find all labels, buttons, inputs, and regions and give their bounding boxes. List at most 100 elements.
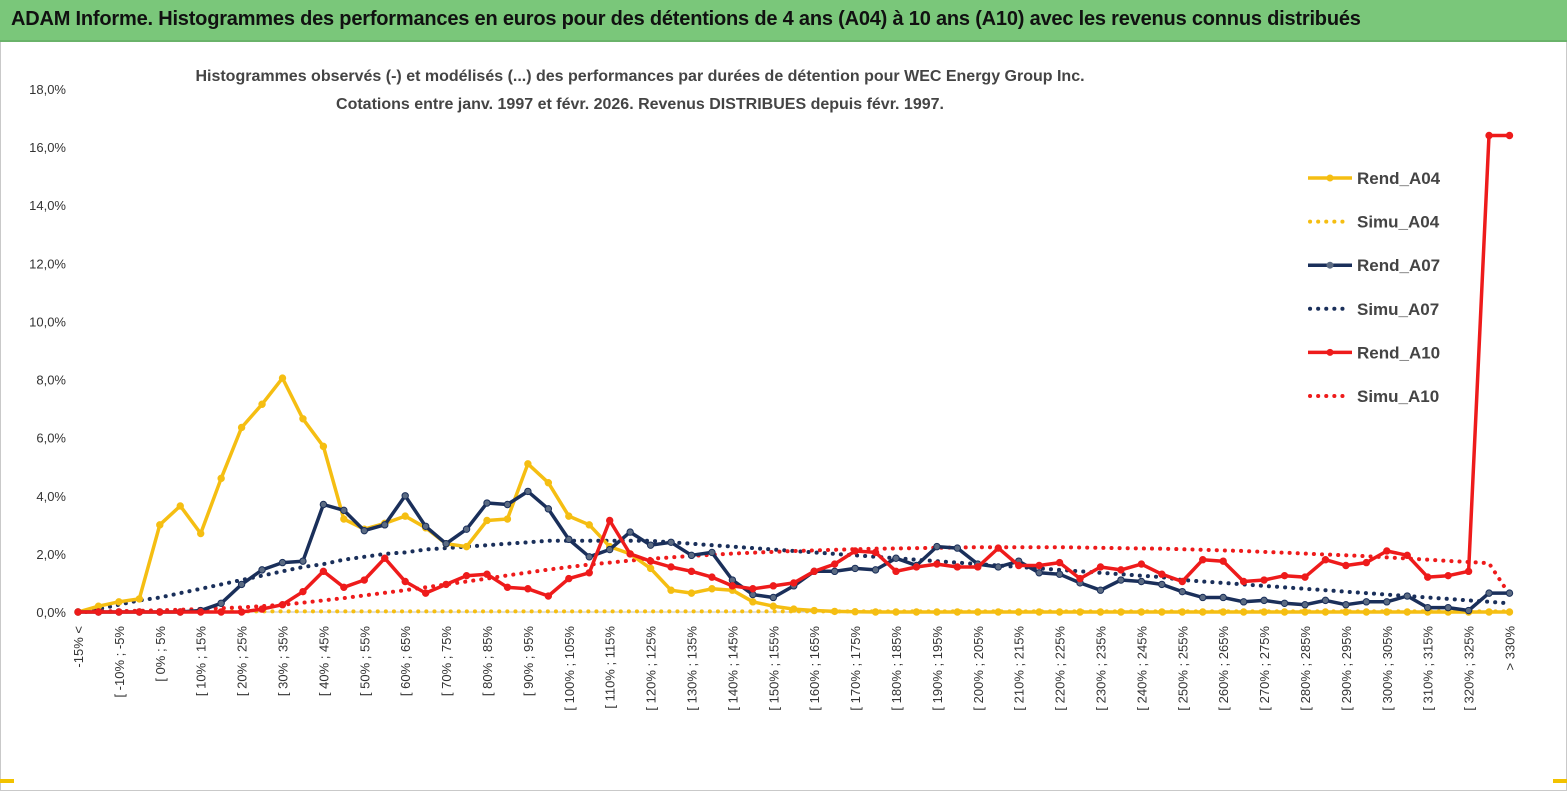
data-point <box>994 563 1002 571</box>
data-point <box>1383 598 1391 606</box>
data-point <box>1383 608 1391 616</box>
data-point <box>524 585 532 593</box>
data-point <box>1096 586 1105 594</box>
data-point <box>565 512 573 520</box>
data-point <box>1280 608 1289 616</box>
data-point <box>237 608 246 616</box>
data-point <box>421 589 430 597</box>
data-point <box>278 374 287 382</box>
x-tick-label: -15% < <box>71 626 86 668</box>
data-point <box>790 605 798 613</box>
header-bar: ADAM Informe. Histogrammes des performan… <box>0 0 1567 42</box>
data-point <box>687 567 696 576</box>
x-tick-label: [ 140% ; 145% <box>725 626 740 711</box>
data-point <box>278 601 287 609</box>
data-point <box>483 516 491 525</box>
data-point <box>258 400 266 408</box>
data-point <box>728 582 737 590</box>
data-point <box>176 608 184 616</box>
y-tick-label: 16,0% <box>29 140 66 155</box>
legend-item: Simu_A10 <box>1308 387 1439 406</box>
x-tick-label: [ 40% ; 45% <box>316 626 331 697</box>
data-point <box>1403 608 1411 616</box>
x-tick-label: [ 280% ; 285% <box>1298 626 1313 711</box>
data-point <box>503 583 512 592</box>
data-point <box>258 605 266 613</box>
data-point <box>871 548 880 557</box>
data-point <box>1199 593 1207 602</box>
data-point <box>156 608 164 616</box>
x-tick-label: [ 250% ; 255% <box>1175 626 1190 711</box>
legend-marker <box>1326 348 1334 356</box>
x-tick-label: [ 230% ; 235% <box>1094 626 1109 711</box>
data-point <box>1260 576 1268 584</box>
series-Simu_A10 <box>76 545 1512 614</box>
data-point <box>1444 571 1452 580</box>
data-point <box>1035 561 1043 570</box>
x-tick-label: [ 160% ; 165% <box>807 626 822 711</box>
data-point <box>483 570 491 578</box>
x-tick-label: [ 170% ; 175% <box>848 626 863 711</box>
corner-mark <box>0 779 14 783</box>
data-point <box>687 551 696 560</box>
data-point <box>1403 592 1411 600</box>
data-point <box>360 526 368 535</box>
data-point <box>1096 608 1105 616</box>
legend-item: Simu_A07 <box>1308 300 1439 319</box>
data-point <box>401 512 409 520</box>
data-point <box>769 602 777 610</box>
series-Rend_A10 <box>74 131 1514 616</box>
data-point <box>708 585 716 593</box>
data-point <box>1505 589 1514 597</box>
data-point <box>1424 573 1432 581</box>
data-point <box>1383 547 1391 555</box>
legend-label: Rend_A10 <box>1357 343 1440 362</box>
data-point <box>851 564 859 573</box>
data-point <box>1055 558 1064 567</box>
data-point <box>299 557 307 565</box>
data-point <box>544 505 553 513</box>
data-point <box>237 580 246 589</box>
x-tick-label: [ 290% ; 295% <box>1339 626 1354 711</box>
data-point <box>1199 556 1207 564</box>
x-tick-label: [ -10% ; -5% <box>112 626 127 698</box>
legend-item: Rend_A10 <box>1308 343 1440 362</box>
data-point <box>258 566 266 574</box>
data-point <box>462 571 471 580</box>
x-tick-label: [ 220% ; 225% <box>1053 626 1068 711</box>
legend-label: Rend_A07 <box>1357 256 1440 275</box>
chart-title-box <box>155 62 1130 120</box>
data-point <box>626 550 634 558</box>
data-point <box>708 548 716 557</box>
data-point <box>319 567 328 576</box>
data-point <box>892 567 900 576</box>
data-point <box>1158 580 1166 589</box>
data-point <box>1280 599 1289 607</box>
chart-title: Histogrammes observés (-) et modélisés (… <box>195 68 1084 85</box>
data-point <box>1239 608 1248 616</box>
data-point <box>667 538 675 546</box>
data-point <box>769 582 777 590</box>
data-point <box>1485 589 1493 597</box>
y-tick-label: 6,0% <box>36 431 66 446</box>
data-point <box>667 563 675 571</box>
data-point <box>1321 596 1330 605</box>
data-point <box>1342 608 1350 616</box>
data-point <box>1505 608 1514 616</box>
data-point <box>851 608 859 616</box>
x-tick-label: [ 180% ; 185% <box>889 626 904 711</box>
data-point <box>462 542 471 551</box>
legend-item: Rend_A04 <box>1308 169 1441 188</box>
x-tick-label: [ 110% ; 115% <box>603 626 618 709</box>
data-point <box>1403 551 1411 560</box>
data-point <box>912 608 921 616</box>
y-tick-label: 10,0% <box>29 314 66 329</box>
data-point <box>360 576 368 584</box>
x-tick-label: [ 0% ; 5% <box>153 626 168 682</box>
data-point <box>953 608 962 616</box>
x-tick-label: [ 260% ; 265% <box>1216 626 1231 711</box>
data-point <box>626 528 634 536</box>
data-point <box>871 566 880 574</box>
data-point <box>1137 608 1146 616</box>
x-tick-label: [ 90% ; 95% <box>521 626 536 697</box>
